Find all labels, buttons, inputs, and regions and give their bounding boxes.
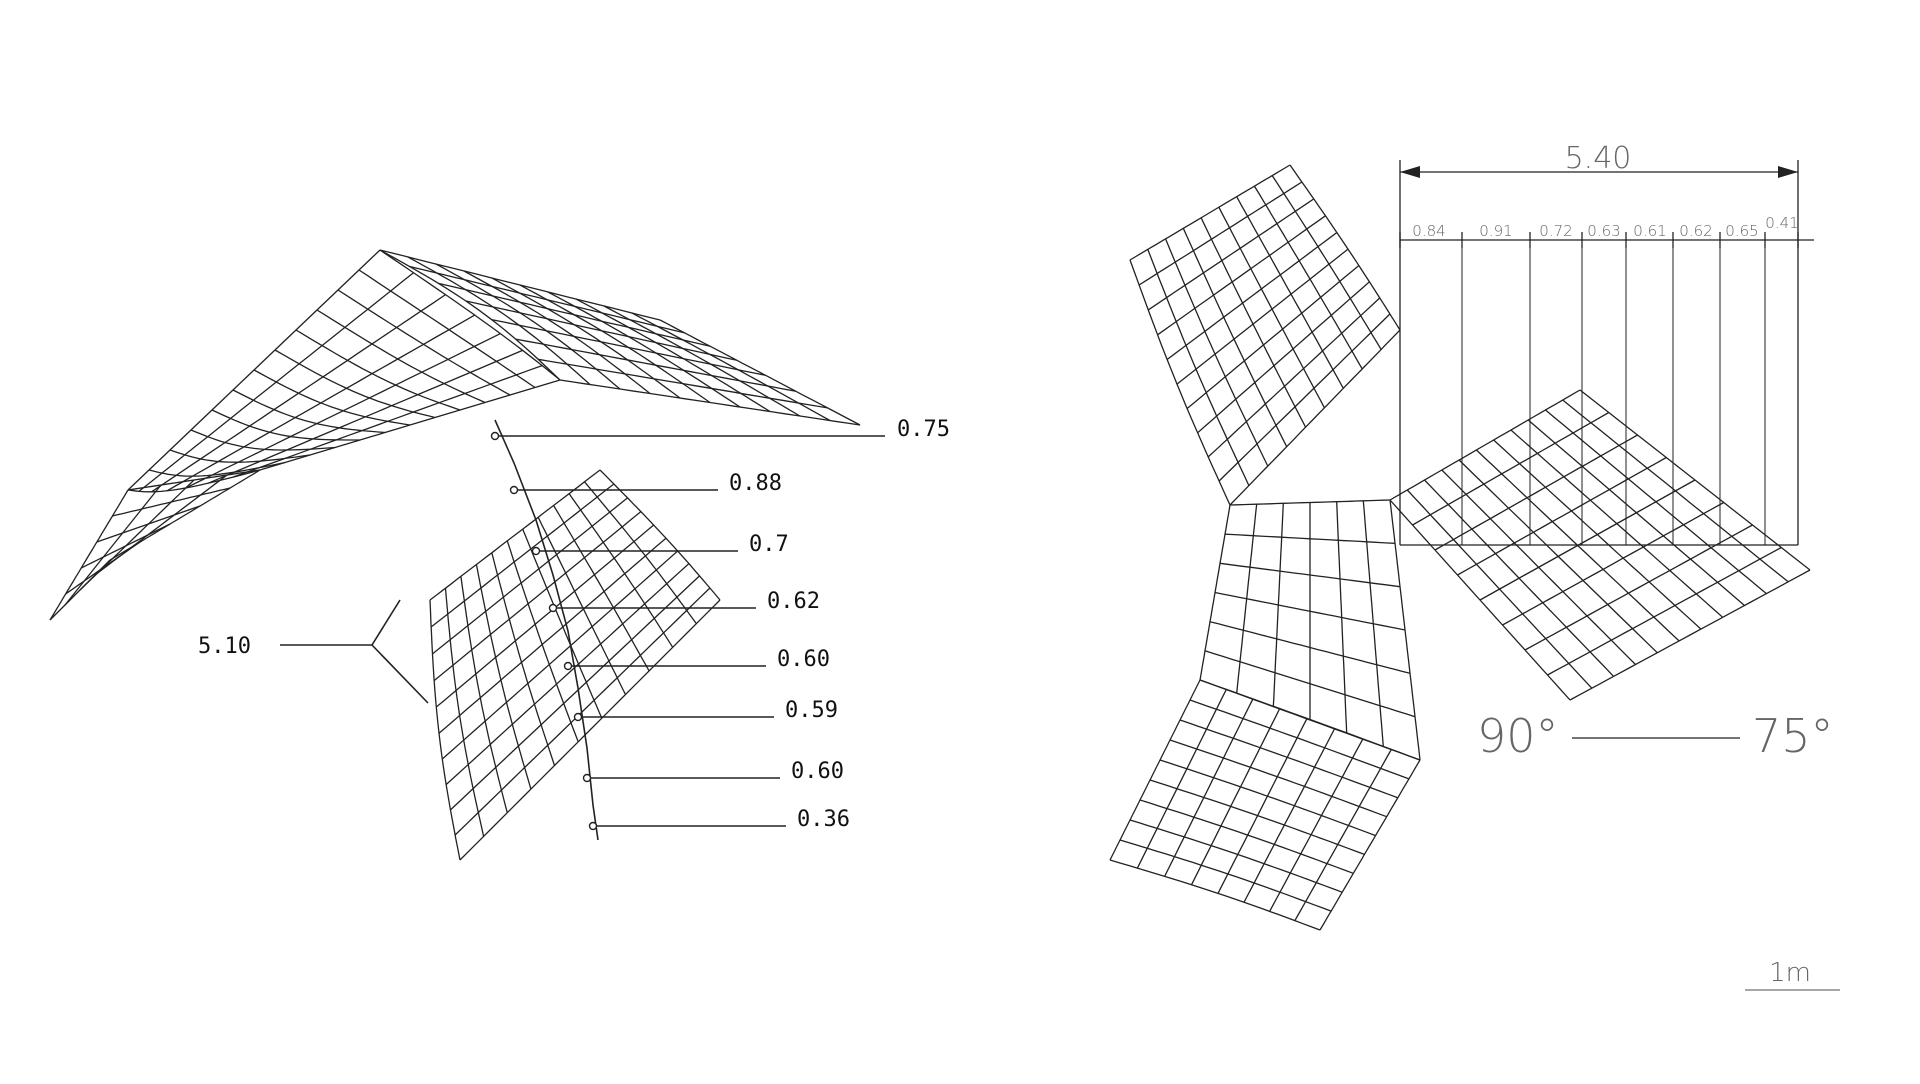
scale-bar-label: 1m — [1769, 958, 1811, 988]
span-dimension: 5.10 — [198, 599, 429, 704]
segment-label-2: 0.72 — [1539, 222, 1572, 240]
spacing-label-2: 0.7 — [749, 532, 789, 557]
segment-label-4: 0.61 — [1633, 222, 1666, 240]
span-label: 5.10 — [198, 634, 251, 659]
spacing-label-1: 0.88 — [729, 471, 782, 496]
total-dimension-label: 5.40 — [1565, 141, 1632, 176]
spacing-label-7: 0.36 — [797, 807, 850, 832]
angle-end-label: 75° — [1752, 709, 1834, 763]
segment-label-0: 0.84 — [1412, 222, 1445, 240]
segment-label-1: 0.91 — [1479, 222, 1512, 240]
spacing-label-5: 0.59 — [785, 698, 838, 723]
dimension-chain: 5.40 0.84 0.91 0.72 0.63 0.61 0.62 0.65 … — [1399, 141, 1814, 546]
spacing-label-0: 0.75 — [897, 417, 950, 442]
plan-gridshell-mesh — [1109, 164, 1811, 931]
saddle-gridshell-mesh — [49, 249, 861, 861]
segment-label-6: 0.65 — [1725, 222, 1758, 240]
angle-start-label: 90° — [1477, 709, 1559, 763]
scale-bar: 1m — [1745, 958, 1840, 991]
segment-label-3: 0.63 — [1587, 222, 1620, 240]
spacing-label-6: 0.60 — [791, 759, 844, 784]
spacing-label-4: 0.60 — [777, 647, 830, 672]
angle-range: 90° 75° — [1477, 709, 1834, 763]
segment-label-5: 0.62 — [1679, 222, 1712, 240]
spacing-label-3: 0.62 — [767, 589, 820, 614]
segment-label-7: 0.41 — [1765, 214, 1798, 232]
spacing-callouts: 0.75 0.88 0.7 0.62 0.60 0.59 0.60 0.36 — [490, 417, 950, 841]
